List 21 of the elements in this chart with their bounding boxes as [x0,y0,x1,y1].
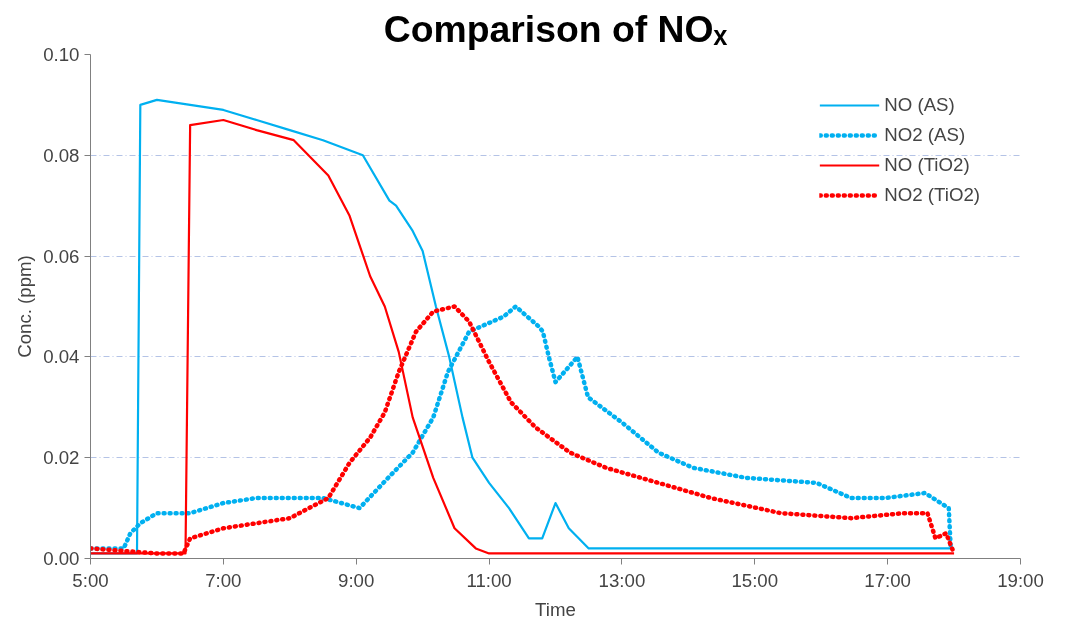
x-tick-label: 5:00 [72,569,109,591]
legend-label: NO2 (TiO2) [884,184,980,206]
legend-label: NO (TiO2) [884,154,970,176]
y-tick-label: 0.10 [43,44,80,65]
y-tick-label: 0.04 [43,346,80,368]
legend-label: NO (AS) [884,94,955,116]
y-tick-label: 0.08 [43,144,80,166]
x-axis-title: Time [535,598,576,620]
x-tick-label: 11:00 [466,569,512,591]
y-tick-label: 0.00 [43,548,80,569]
x-tick-label: 19:00 [997,569,1044,591]
x-tick-label: 13:00 [598,569,646,591]
x-tick-label: 9:00 [338,569,375,591]
chart-title: Comparison of NOₓ [383,7,728,50]
x-tick-label: 15:00 [731,569,779,591]
y-tick-label: 0.02 [43,447,80,469]
y-tick-label: 0.06 [43,245,80,267]
y-axis-title: Conc. (ppm) [14,255,36,358]
legend-label: NO2 (AS) [884,124,966,146]
x-tick-label: 7:00 [205,569,242,591]
x-tick-label: 17:00 [864,569,911,591]
